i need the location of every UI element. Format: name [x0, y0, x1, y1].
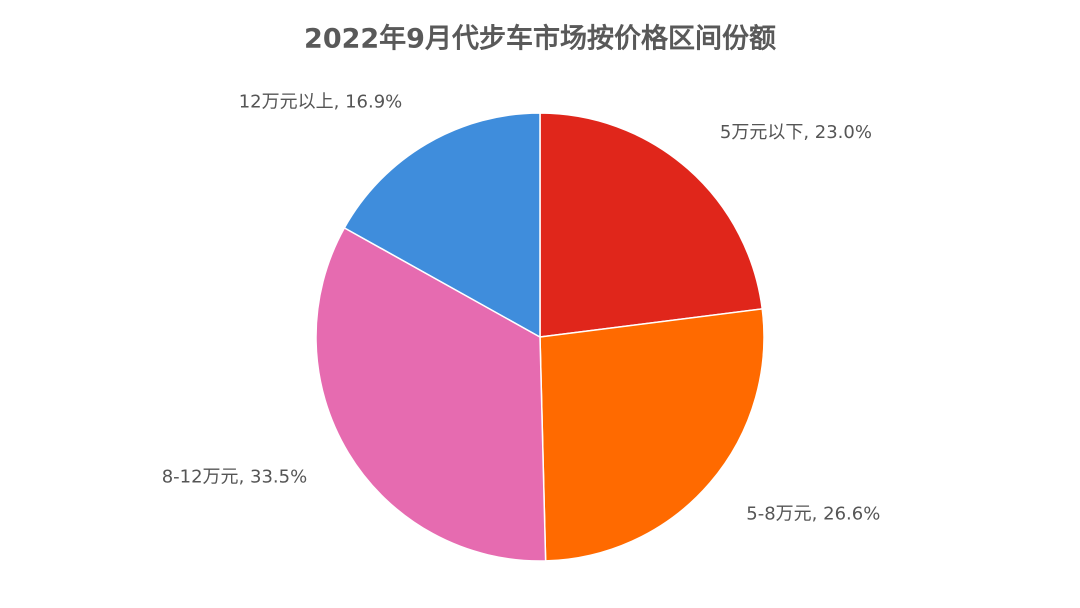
- label-value: , 16.9%: [334, 91, 403, 112]
- pie-slice: [539, 112, 764, 338]
- data-label: 5万元以下, 23.0%: [720, 122, 872, 143]
- label-value: , 23.0%: [803, 122, 872, 143]
- data-label: 8-12万元, 33.5%: [162, 467, 307, 488]
- label-category: 12万元以上: [239, 91, 334, 112]
- label-category: 5-8万元: [746, 503, 811, 524]
- pie-slice: [315, 226, 547, 562]
- label-category: 8-12万元: [162, 467, 239, 488]
- label-value: , 26.6%: [812, 503, 881, 524]
- label-category: 5万元以下: [720, 122, 803, 143]
- pie-slice: [539, 308, 765, 562]
- data-label: 5-8万元, 26.6%: [746, 503, 880, 524]
- label-value: , 33.5%: [239, 467, 308, 488]
- pie-slice: [343, 112, 541, 339]
- data-label: 12万元以上, 16.9%: [239, 91, 403, 112]
- chart-title: 2022年9月代步车市场按价格区间份额: [304, 23, 776, 55]
